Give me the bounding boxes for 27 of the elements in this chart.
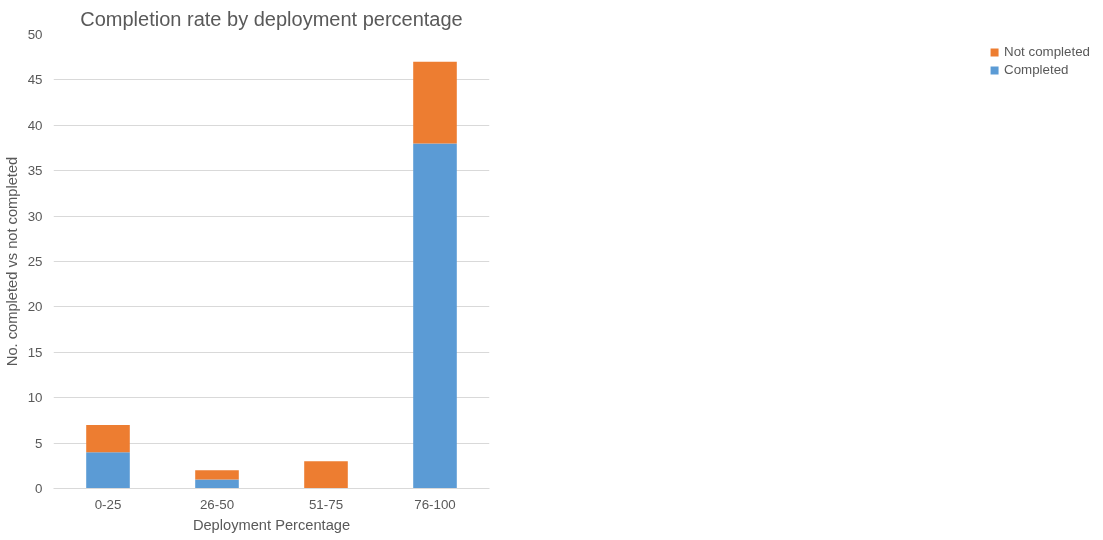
y-tick-label: 0 bbox=[35, 481, 43, 496]
y-tick-label: 40 bbox=[27, 117, 43, 133]
y-tick-label: 15 bbox=[27, 344, 43, 360]
bar bbox=[86, 452, 130, 489]
bar bbox=[304, 461, 348, 489]
x-axis-title: Deployment Percentage bbox=[192, 516, 351, 533]
legend-label: Completed bbox=[1004, 62, 1069, 77]
legend-label: Not completed bbox=[1004, 44, 1090, 59]
y-tick-label: 35 bbox=[27, 163, 43, 179]
chart-title: Completion rate by deployment percentage bbox=[80, 7, 463, 30]
x-tick-label: 51-75 bbox=[308, 496, 344, 512]
y-tick-label: 5 bbox=[35, 435, 43, 451]
y-tick-label: 50 bbox=[27, 27, 43, 42]
bar bbox=[413, 61, 457, 144]
y-tick-label: 25 bbox=[27, 254, 43, 269]
y-axis-title: No. completed vs not completed bbox=[3, 156, 20, 367]
y-tick-label: 10 bbox=[27, 390, 43, 406]
x-tick-label: 76-100 bbox=[414, 496, 456, 512]
bar bbox=[195, 479, 239, 489]
bar bbox=[413, 143, 457, 489]
y-tick-label: 30 bbox=[27, 208, 43, 224]
x-tick-label: 26-50 bbox=[199, 496, 235, 512]
y-tick-label: 20 bbox=[27, 299, 43, 315]
bar bbox=[86, 424, 130, 453]
y-tick-label: 45 bbox=[27, 72, 43, 88]
x-tick-label: 0-25 bbox=[94, 496, 122, 512]
bar bbox=[195, 470, 239, 480]
